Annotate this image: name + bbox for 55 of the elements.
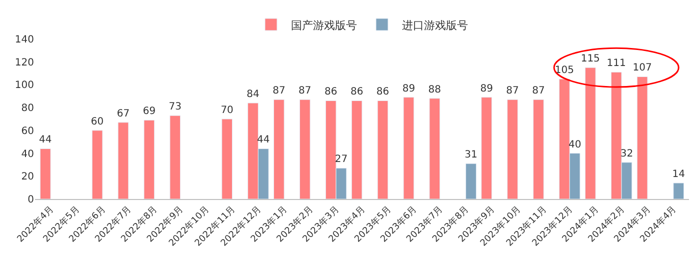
data-label: 107 — [632, 62, 652, 74]
bar — [299, 99, 310, 199]
y-tick-label: 60 — [21, 126, 34, 137]
data-label: 31 — [464, 150, 478, 161]
data-label: 27 — [334, 154, 348, 166]
y-tick-label: 0 — [28, 194, 34, 206]
data-label: 32 — [620, 148, 634, 160]
data-label: 86 — [324, 86, 338, 98]
data-label: 73 — [168, 102, 182, 113]
y-tick-label: 140 — [14, 34, 34, 46]
data-label: 86 — [376, 86, 390, 98]
bar — [533, 99, 544, 199]
bar — [170, 115, 181, 199]
data-label: 67 — [116, 108, 130, 120]
bar — [92, 130, 103, 199]
bar — [40, 148, 51, 199]
data-label: 87 — [506, 86, 519, 97]
data-label: 87 — [298, 86, 312, 97]
y-tick-label: 20 — [21, 172, 34, 183]
data-label: 111 — [606, 58, 626, 70]
data-label: 40 — [568, 139, 582, 150]
data-label: 70 — [220, 105, 234, 116]
bar — [673, 182, 684, 199]
data-label: 84 — [246, 89, 260, 100]
bar — [481, 97, 492, 199]
y-tick-label: 120 — [14, 57, 34, 68]
bar — [144, 120, 155, 199]
data-label: 44 — [39, 134, 52, 146]
data-label: 60 — [90, 116, 104, 128]
bar — [222, 118, 232, 199]
y-tick-label: 80 — [21, 103, 34, 114]
bar — [274, 99, 284, 199]
y-tick-label: 100 — [14, 80, 34, 92]
bar — [584, 67, 596, 199]
data-label: 105 — [554, 65, 574, 76]
bar — [429, 98, 440, 199]
y-tick-label: 40 — [21, 148, 34, 160]
data-label: 115 — [580, 54, 600, 65]
data-label: 89 — [480, 83, 493, 94]
bar — [636, 76, 648, 199]
data-label: 86 — [350, 86, 364, 98]
data-label: 87 — [272, 86, 286, 97]
data-label: 87 — [532, 86, 545, 97]
legend-label: 国产游戏版号 — [291, 18, 357, 32]
bar — [118, 122, 129, 199]
legend-label: 进口游戏版号 — [402, 18, 468, 32]
bar — [351, 100, 362, 199]
bar — [403, 97, 414, 199]
bar — [466, 163, 476, 199]
bar — [377, 100, 388, 199]
bar — [507, 99, 518, 199]
data-label: 69 — [142, 106, 156, 118]
data-label: 88 — [428, 84, 442, 96]
data-label: 14 — [672, 169, 685, 180]
data-label: 89 — [402, 83, 416, 94]
